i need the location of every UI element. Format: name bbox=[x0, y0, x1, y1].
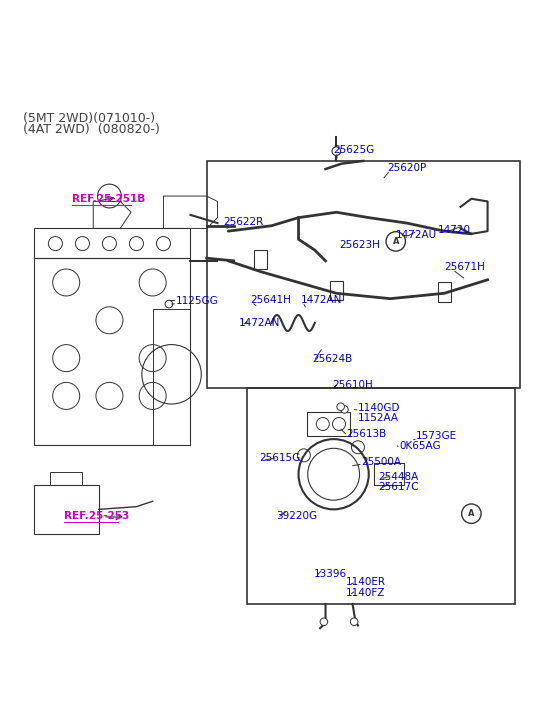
Circle shape bbox=[350, 618, 358, 625]
Text: 25671H: 25671H bbox=[444, 262, 485, 273]
Text: (5MT 2WD)(071010-): (5MT 2WD)(071010-) bbox=[23, 112, 155, 125]
Text: 25641H: 25641H bbox=[250, 294, 291, 305]
Text: 25623H: 25623H bbox=[339, 240, 380, 249]
Text: 25622R: 25622R bbox=[223, 217, 263, 227]
Text: 25624B: 25624B bbox=[312, 354, 352, 364]
Circle shape bbox=[337, 403, 344, 411]
Text: 25615G: 25615G bbox=[260, 453, 301, 463]
Text: REF.25-253: REF.25-253 bbox=[64, 511, 129, 521]
Bar bbox=[374, 463, 404, 485]
Circle shape bbox=[332, 147, 340, 156]
Text: 1152AA: 1152AA bbox=[358, 412, 399, 422]
Text: 1140FZ: 1140FZ bbox=[346, 588, 386, 598]
Text: 25625G: 25625G bbox=[333, 145, 375, 155]
Text: 1125GG: 1125GG bbox=[175, 297, 218, 306]
Text: 1573GE: 1573GE bbox=[416, 431, 457, 441]
Text: 39220G: 39220G bbox=[276, 511, 317, 521]
Bar bbox=[438, 283, 451, 302]
Bar bbox=[247, 387, 515, 604]
Text: 0K65AG: 0K65AG bbox=[399, 441, 440, 451]
Bar bbox=[330, 281, 343, 300]
Text: 1472AN: 1472AN bbox=[239, 318, 281, 328]
Text: 1472AN: 1472AN bbox=[301, 294, 343, 305]
Bar bbox=[254, 249, 267, 269]
Text: 25617C: 25617C bbox=[378, 482, 419, 491]
Text: 25610H: 25610H bbox=[332, 380, 372, 390]
Text: 25500A: 25500A bbox=[361, 457, 401, 467]
Text: (4AT 2WD)  (080820-): (4AT 2WD) (080820-) bbox=[23, 123, 160, 136]
Text: 14720: 14720 bbox=[438, 225, 471, 235]
Text: 1472AU: 1472AU bbox=[396, 230, 437, 240]
Text: A: A bbox=[468, 509, 475, 518]
Text: 13396: 13396 bbox=[314, 569, 347, 579]
Bar bbox=[34, 485, 99, 534]
Circle shape bbox=[320, 618, 327, 625]
Text: REF.25-251B: REF.25-251B bbox=[72, 193, 145, 204]
Text: 25448A: 25448A bbox=[378, 472, 419, 482]
Bar bbox=[50, 472, 83, 485]
Text: 1140ER: 1140ER bbox=[346, 577, 386, 587]
Text: A: A bbox=[393, 237, 399, 246]
Bar bbox=[207, 161, 520, 387]
Circle shape bbox=[165, 300, 173, 308]
Text: 25620P: 25620P bbox=[388, 163, 427, 173]
Text: 1140GD: 1140GD bbox=[358, 403, 400, 413]
Text: 25613B: 25613B bbox=[346, 429, 386, 438]
Bar bbox=[307, 412, 350, 436]
Circle shape bbox=[340, 406, 348, 413]
